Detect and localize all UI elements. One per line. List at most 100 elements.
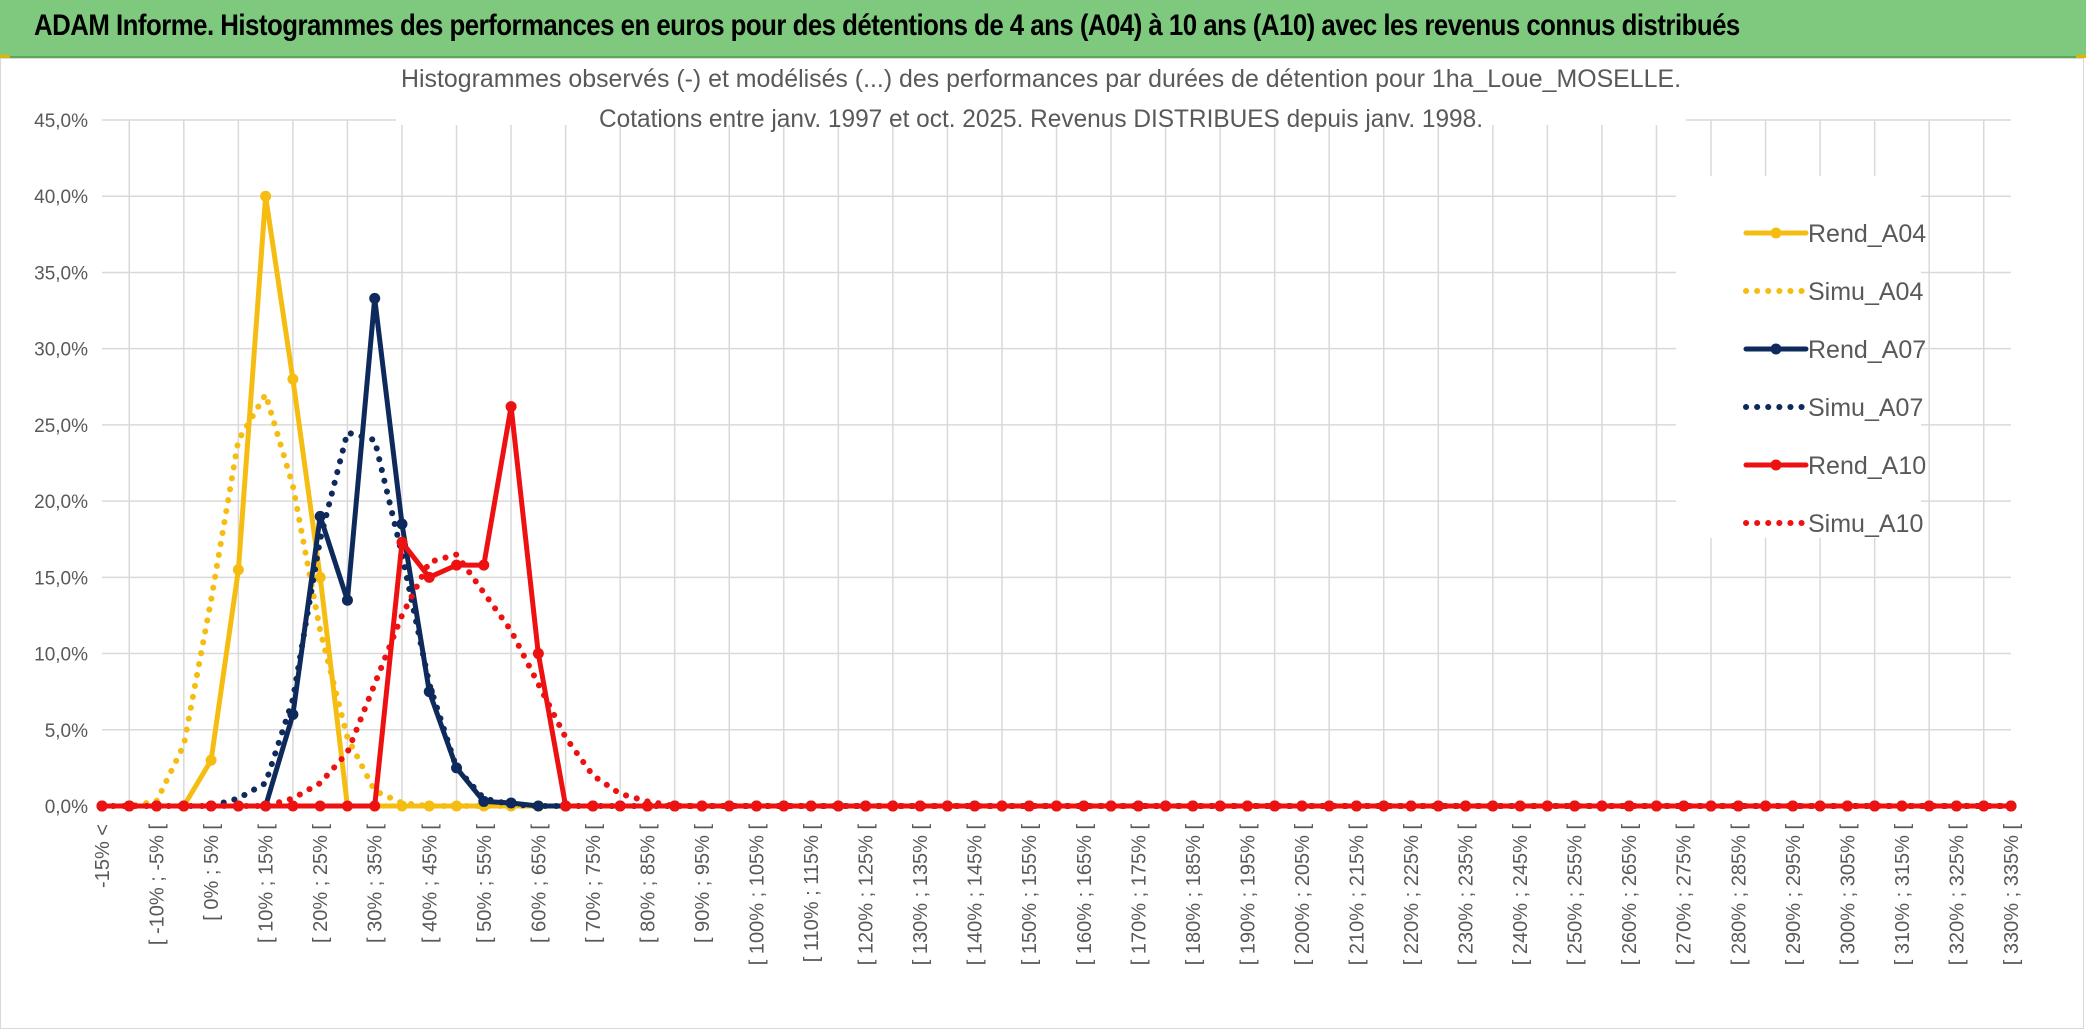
x-tick-label: [ 240% ; 245% [ <box>1510 824 1532 966</box>
x-tick-label: [ 170% ; 175% [ <box>1128 824 1150 966</box>
title-backdrop <box>396 59 1686 125</box>
data-point <box>423 571 435 583</box>
data-point <box>505 401 517 413</box>
data-point <box>178 800 190 812</box>
data-point <box>341 594 353 606</box>
y-tick-label: 35,0% <box>34 263 88 284</box>
data-point <box>641 800 653 812</box>
data-point <box>314 510 326 522</box>
legend-box <box>1676 176 1921 538</box>
data-point <box>205 754 217 766</box>
x-tick-label: [ 30% ; 35% [ <box>365 824 387 943</box>
legend-label: Simu_A04 <box>1808 278 1923 306</box>
data-point <box>369 800 381 812</box>
data-point <box>369 292 381 304</box>
data-point <box>478 795 490 807</box>
data-point <box>1869 800 1881 812</box>
data-point <box>614 800 626 812</box>
data-point <box>287 373 299 385</box>
x-tick-label: [ 160% ; 165% [ <box>1074 824 1096 966</box>
x-tick-label: [ 190% ; 195% [ <box>1237 824 1259 966</box>
data-point <box>1623 800 1635 812</box>
data-point <box>1678 800 1690 812</box>
x-tick-label: [ 180% ; 185% [ <box>1183 824 1205 966</box>
legend-label: Rend_A10 <box>1808 452 1926 480</box>
x-tick-label: [ 70% ; 75% [ <box>583 824 605 943</box>
y-tick-label: 25,0% <box>34 416 88 437</box>
legend-label: Simu_A10 <box>1808 510 1923 538</box>
x-tick-label: [ 210% ; 215% [ <box>1346 824 1368 966</box>
x-tick-label: [ 200% ; 205% [ <box>1292 824 1314 966</box>
x-tick-label: -15% < <box>92 824 114 888</box>
series-line-simu-a10 <box>99 551 2014 809</box>
data-point <box>560 800 572 812</box>
x-tick-label: [ 150% ; 155% [ <box>1019 824 1041 966</box>
legend-label: Simu_A07 <box>1808 394 1923 422</box>
data-point <box>1214 800 1226 812</box>
x-tick-label: [ 290% ; 295% [ <box>1783 824 1805 966</box>
y-tick-label: 15,0% <box>34 568 88 589</box>
x-tick-label: [ 250% ; 255% [ <box>1565 824 1587 966</box>
legend-marker <box>1770 343 1782 355</box>
data-point <box>314 800 326 812</box>
x-tick-label: [ 260% ; 265% [ <box>1619 824 1641 966</box>
y-tick-label: 30,0% <box>34 340 88 361</box>
y-tick-label: 45,0% <box>34 111 88 132</box>
x-tick-label: [ -10% ; -5% [ <box>147 824 169 946</box>
data-point <box>396 518 408 530</box>
chart-title: Histogrammes observés (-) et modélisés (… <box>401 65 1681 93</box>
data-point <box>1023 800 1035 812</box>
data-point <box>1323 800 1335 812</box>
x-tick-label: [ 60% ; 65% [ <box>528 824 550 943</box>
header-bar: ADAM Informe. Histogrammes des performan… <box>0 0 2086 58</box>
x-tick-label: [ 140% ; 145% [ <box>965 824 987 966</box>
corner-mark-left <box>0 55 10 58</box>
legend-label: Rend_A04 <box>1808 220 1926 248</box>
x-tick-label: [ 90% ; 95% [ <box>692 824 714 943</box>
x-tick-label: [ 330% ; 335% [ <box>2001 824 2023 966</box>
data-point <box>723 800 735 812</box>
y-tick-label: 10,0% <box>34 645 88 666</box>
y-tick-label: 0,0% <box>45 797 88 818</box>
legend-marker <box>1770 459 1782 471</box>
y-tick-label: 20,0% <box>34 492 88 513</box>
data-point <box>532 648 544 660</box>
legend-label: Rend_A07 <box>1808 336 1926 364</box>
data-point <box>2005 800 2017 812</box>
page-title: ADAM Informe. Histogrammes des performan… <box>34 9 1740 42</box>
data-point <box>396 536 408 548</box>
x-tick-label: [ 130% ; 135% [ <box>910 824 932 966</box>
data-point <box>1569 800 1581 812</box>
data-point <box>969 800 981 812</box>
chart-frame: 0,0% 5,0% 10,0% 15,0% 20,0% 25,0% 30,0% 35,0% 40… <box>0 58 2084 1029</box>
x-tick-label: [ 280% ; 285% [ <box>1728 824 1750 966</box>
x-tick-label: [ 310% ; 315% [ <box>1892 824 1914 966</box>
x-tick-label: [ 110% ; 115% [ <box>801 824 823 963</box>
x-tick-label: [ 270% ; 275% [ <box>1674 824 1696 966</box>
x-tick-label: [ 40% ; 45% [ <box>419 824 441 943</box>
data-point <box>260 190 272 202</box>
data-point <box>478 559 490 571</box>
data-point <box>123 800 135 812</box>
x-tick-label: [ 20% ; 25% [ <box>310 824 332 943</box>
x-tick-label: [ 220% ; 225% [ <box>1401 824 1423 966</box>
x-tick-label: [ 0% ; 5% [ <box>201 824 223 921</box>
x-tick-label: [ 50% ; 55% [ <box>474 824 496 943</box>
histogram-chart: 0,0% 5,0% 10,0% 15,0% 20,0% 25,0% 30,0% 35,0% 40… <box>34 59 2023 966</box>
data-point <box>587 800 599 812</box>
data-point <box>287 800 299 812</box>
y-tick-label: 40,0% <box>34 187 88 208</box>
data-point <box>341 800 353 812</box>
x-tick-label: [ 120% ; 125% [ <box>856 824 878 966</box>
data-point <box>232 564 244 576</box>
x-tick-label: [ 10% ; 15% [ <box>256 824 278 943</box>
x-tick-label: [ 100% ; 105% [ <box>747 824 769 966</box>
data-point <box>1923 800 1935 812</box>
corner-mark-right <box>2076 55 2086 58</box>
x-tick-label: [ 300% ; 305% [ <box>1837 824 1859 966</box>
data-point <box>1378 800 1390 812</box>
x-tick-label: [ 230% ; 235% [ <box>1456 824 1478 966</box>
y-tick-label: 5,0% <box>45 721 88 742</box>
data-point <box>314 571 326 583</box>
data-point <box>669 800 681 812</box>
